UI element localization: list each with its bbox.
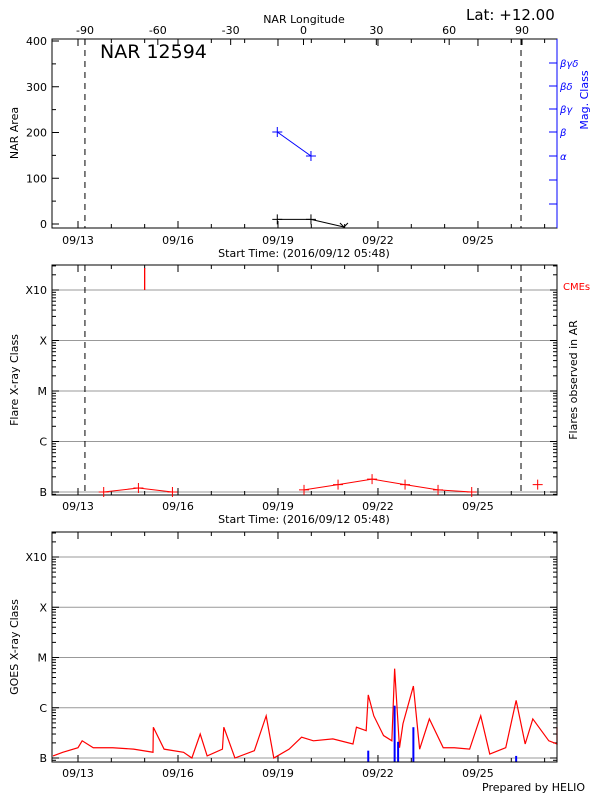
x-tick-label: 09/13 xyxy=(62,500,94,513)
panel1-frame xyxy=(51,38,558,229)
y-tick-label: X10 xyxy=(25,284,47,297)
y-tick-label: X xyxy=(39,601,47,614)
y-tick-label: 200 xyxy=(26,127,47,140)
y-tick-label: C xyxy=(39,436,47,449)
flare-point xyxy=(433,484,444,495)
panel2-frame xyxy=(51,264,558,496)
y-tick-label: B xyxy=(39,486,47,499)
x-tick-label: 09/19 xyxy=(262,767,294,780)
flare-point xyxy=(367,474,378,485)
longitude-tick-label: -90 xyxy=(76,24,94,37)
x-tick-label: 09/13 xyxy=(62,767,94,780)
y-tick-label: M xyxy=(38,652,48,665)
region-title: NAR 12594 xyxy=(100,41,207,63)
x-tick-label: 09/25 xyxy=(462,500,494,513)
flare-point xyxy=(466,487,477,497)
cmes-label: CMEs xyxy=(563,282,590,293)
area-point xyxy=(305,214,316,225)
panel3-frame xyxy=(51,531,558,763)
x-tick-label: 09/16 xyxy=(162,767,194,780)
x-tick-label: 09/22 xyxy=(362,234,394,247)
x-tick-label: 09/19 xyxy=(262,500,294,513)
x-tick-label: 09/16 xyxy=(162,500,194,513)
longitude-tick-label: -30 xyxy=(222,24,240,37)
latitude-label: Lat: +12.00 xyxy=(466,6,555,24)
flare-class-axis-label: Flare X-ray Class xyxy=(8,334,21,426)
y-tick-label: 400 xyxy=(26,35,47,48)
x-tick-label: 09/22 xyxy=(362,767,394,780)
x-tick-label: 09/25 xyxy=(462,234,494,247)
flare-point xyxy=(167,487,178,497)
panel-nar-area: NAR 12594 NAR Area Mag. Class Start Time… xyxy=(8,35,591,260)
panel2-x-label: Start Time: (2016/09/12 05:48) xyxy=(218,513,390,526)
y-tick-label: M xyxy=(38,385,48,398)
credit-text: Prepared by HELIO xyxy=(482,781,585,794)
panel-flares: Flare X-ray Class Flares observed in AR … xyxy=(8,264,590,526)
longitude-tick-label: 90 xyxy=(515,24,529,37)
longitude-tick-label: -60 xyxy=(149,24,167,37)
flare-point xyxy=(333,479,344,490)
mag-class-point xyxy=(305,151,316,161)
mag-class-tick-label: βδ xyxy=(559,82,573,93)
flare-point xyxy=(400,479,411,490)
goes-class-axis-label: GOES X-ray Class xyxy=(8,599,21,695)
goes-long-channel-line xyxy=(52,668,558,759)
y-tick-label: B xyxy=(39,752,47,765)
x-tick-label: 09/13 xyxy=(62,234,94,247)
longitude-axis-title: NAR Longitude xyxy=(263,13,345,26)
x-tick-label: 09/25 xyxy=(462,767,494,780)
mag-class-tick-label: α xyxy=(560,152,567,163)
longitude-tick-label: 0 xyxy=(300,24,307,37)
flare-point xyxy=(98,487,109,497)
y-tick-label: 100 xyxy=(26,172,47,185)
x-tick-label: 09/22 xyxy=(362,500,394,513)
y-tick-label: X xyxy=(39,335,47,348)
flares-observed-label: Flares observed in AR xyxy=(567,320,580,440)
mag-class-tick-label: β xyxy=(559,128,567,139)
longitude-ticks: -90 -60 -30 0 30 60 90 xyxy=(76,24,529,45)
panel-goes: 09/13 09/16 09/19 09/22 09/25 B C M X X10 GOES X-… xyxy=(8,531,558,780)
flare-point xyxy=(299,484,310,495)
mag-class-tick-label: βγδ xyxy=(559,59,578,70)
y-tick-label: 0 xyxy=(40,218,47,231)
area-point xyxy=(339,222,349,228)
panel1-x-label: Start Time: (2016/09/12 05:48) xyxy=(218,247,390,260)
longitude-tick-label: 30 xyxy=(369,24,383,37)
area-point xyxy=(272,214,283,225)
longitude-tick-label: 60 xyxy=(442,24,456,37)
mag-class-tick-label: βγ xyxy=(559,105,573,116)
flare-point xyxy=(532,479,543,490)
flare-line xyxy=(303,478,472,493)
y-tick-label: C xyxy=(39,702,47,715)
flare-point xyxy=(133,483,144,494)
x-tick-label: 09/16 xyxy=(162,234,194,247)
area-axis-label: NAR Area xyxy=(8,107,21,159)
mag-class-line xyxy=(276,131,312,157)
mag-class-point xyxy=(272,127,283,137)
mag-class-axis-label: Mag. Class xyxy=(578,70,591,129)
x-tick-label: 09/19 xyxy=(262,234,294,247)
y-tick-label: 300 xyxy=(26,81,47,94)
y-tick-label: X10 xyxy=(25,551,47,564)
